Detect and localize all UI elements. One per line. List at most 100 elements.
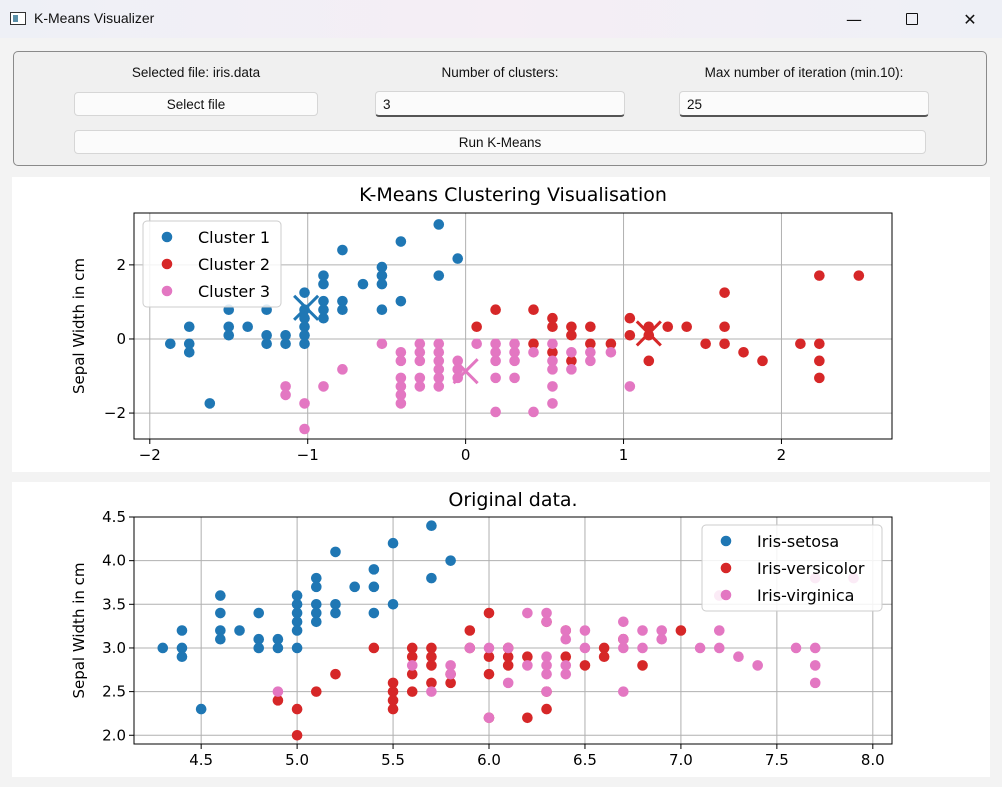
data-point [547,355,558,367]
chart-title: Original data. [448,489,577,511]
iterations-label: Max number of iteration (min.10): [704,65,904,80]
data-point [605,338,617,350]
data-point [395,372,407,384]
select-file-button[interactable]: Select file [74,92,318,116]
data-point [547,381,558,392]
data-point [176,625,188,636]
controls-panel: Selected file: iris.data Select file Num… [13,51,987,166]
chart-title: K-Means Clustering Visualisation [359,184,667,206]
data-point [291,642,303,654]
data-point [509,355,520,367]
data-point [605,347,617,358]
clusters-input[interactable]: 3 [375,91,625,117]
data-point [318,304,329,315]
data-point [522,651,533,662]
minimize-button[interactable]: — [825,0,883,38]
data-point [547,347,558,358]
data-point [560,668,572,680]
close-button[interactable]: ✕ [941,0,999,38]
data-point [719,287,730,298]
legend-label: Iris-setosa [757,532,839,551]
run-kmeans-button[interactable]: Run K-Means [74,130,926,154]
y-axis-label: Sepal Width in cm [70,258,88,394]
data-point [176,642,188,654]
data-point [406,651,418,662]
centroid-marker [452,358,479,385]
y-tick-label: 3.0 [102,639,126,657]
data-point [291,729,303,741]
data-point [406,686,418,697]
legend-label: Cluster 2 [198,255,270,274]
data-point [291,599,303,610]
data-point [433,270,445,281]
data-point [528,347,539,358]
data-point [637,642,648,654]
data-point [541,703,552,715]
data-point [637,660,648,671]
data-point [509,338,520,350]
data-point [509,347,520,358]
data-point [426,642,437,654]
data-point [452,253,464,264]
data-point [790,642,802,654]
data-point [618,686,629,697]
data-point [757,355,768,367]
x-tick-label: 5.0 [285,751,309,769]
data-point [311,607,322,619]
maximize-button[interactable] [883,0,941,38]
data-point [566,329,577,341]
data-point [183,347,195,358]
data-point [528,304,539,315]
data-point [376,261,388,273]
iterations-input[interactable]: 25 [679,91,929,117]
data-point [585,321,596,333]
data-point [272,686,284,697]
data-point [291,607,303,619]
data-point [795,338,806,350]
data-point [814,355,825,367]
data-point [528,406,539,418]
data-point [183,321,195,333]
legend-label: Cluster 3 [198,282,270,301]
data-point [223,329,235,341]
data-point [242,321,253,333]
title-bar: K-Means Visualizer — ✕ [0,0,1002,38]
legend-marker [161,258,173,270]
data-point [253,607,265,619]
selected-file-label: Selected file: iris.data [131,65,261,80]
data-point [311,599,322,610]
data-point [426,520,437,532]
data-point [395,389,407,401]
data-point [318,312,329,324]
y-tick-label: 4.0 [102,552,126,570]
data-point [280,389,291,401]
close-icon: ✕ [963,9,977,29]
y-axis-label: Sepal Width in cm [70,562,88,698]
data-point [547,338,558,350]
data-point [719,338,730,350]
data-point [280,329,291,341]
data-point [299,312,310,324]
data-point [624,329,636,341]
data-point [541,607,552,619]
data-point [330,599,341,610]
data-point [579,625,591,636]
data-point [299,329,310,341]
data-point [490,406,501,418]
data-point [522,712,533,724]
data-point [223,321,235,333]
data-point [368,642,380,654]
data-point [445,677,456,689]
data-point [618,633,629,645]
data-point [157,642,169,654]
data-point [433,372,445,384]
legend-marker [720,589,732,601]
data-point [541,686,552,697]
data-point [337,304,348,315]
data-point [349,581,360,593]
data-point [483,642,495,654]
data-point [395,398,407,409]
data-point [541,660,552,671]
data-point [656,633,668,645]
data-point [719,321,730,333]
